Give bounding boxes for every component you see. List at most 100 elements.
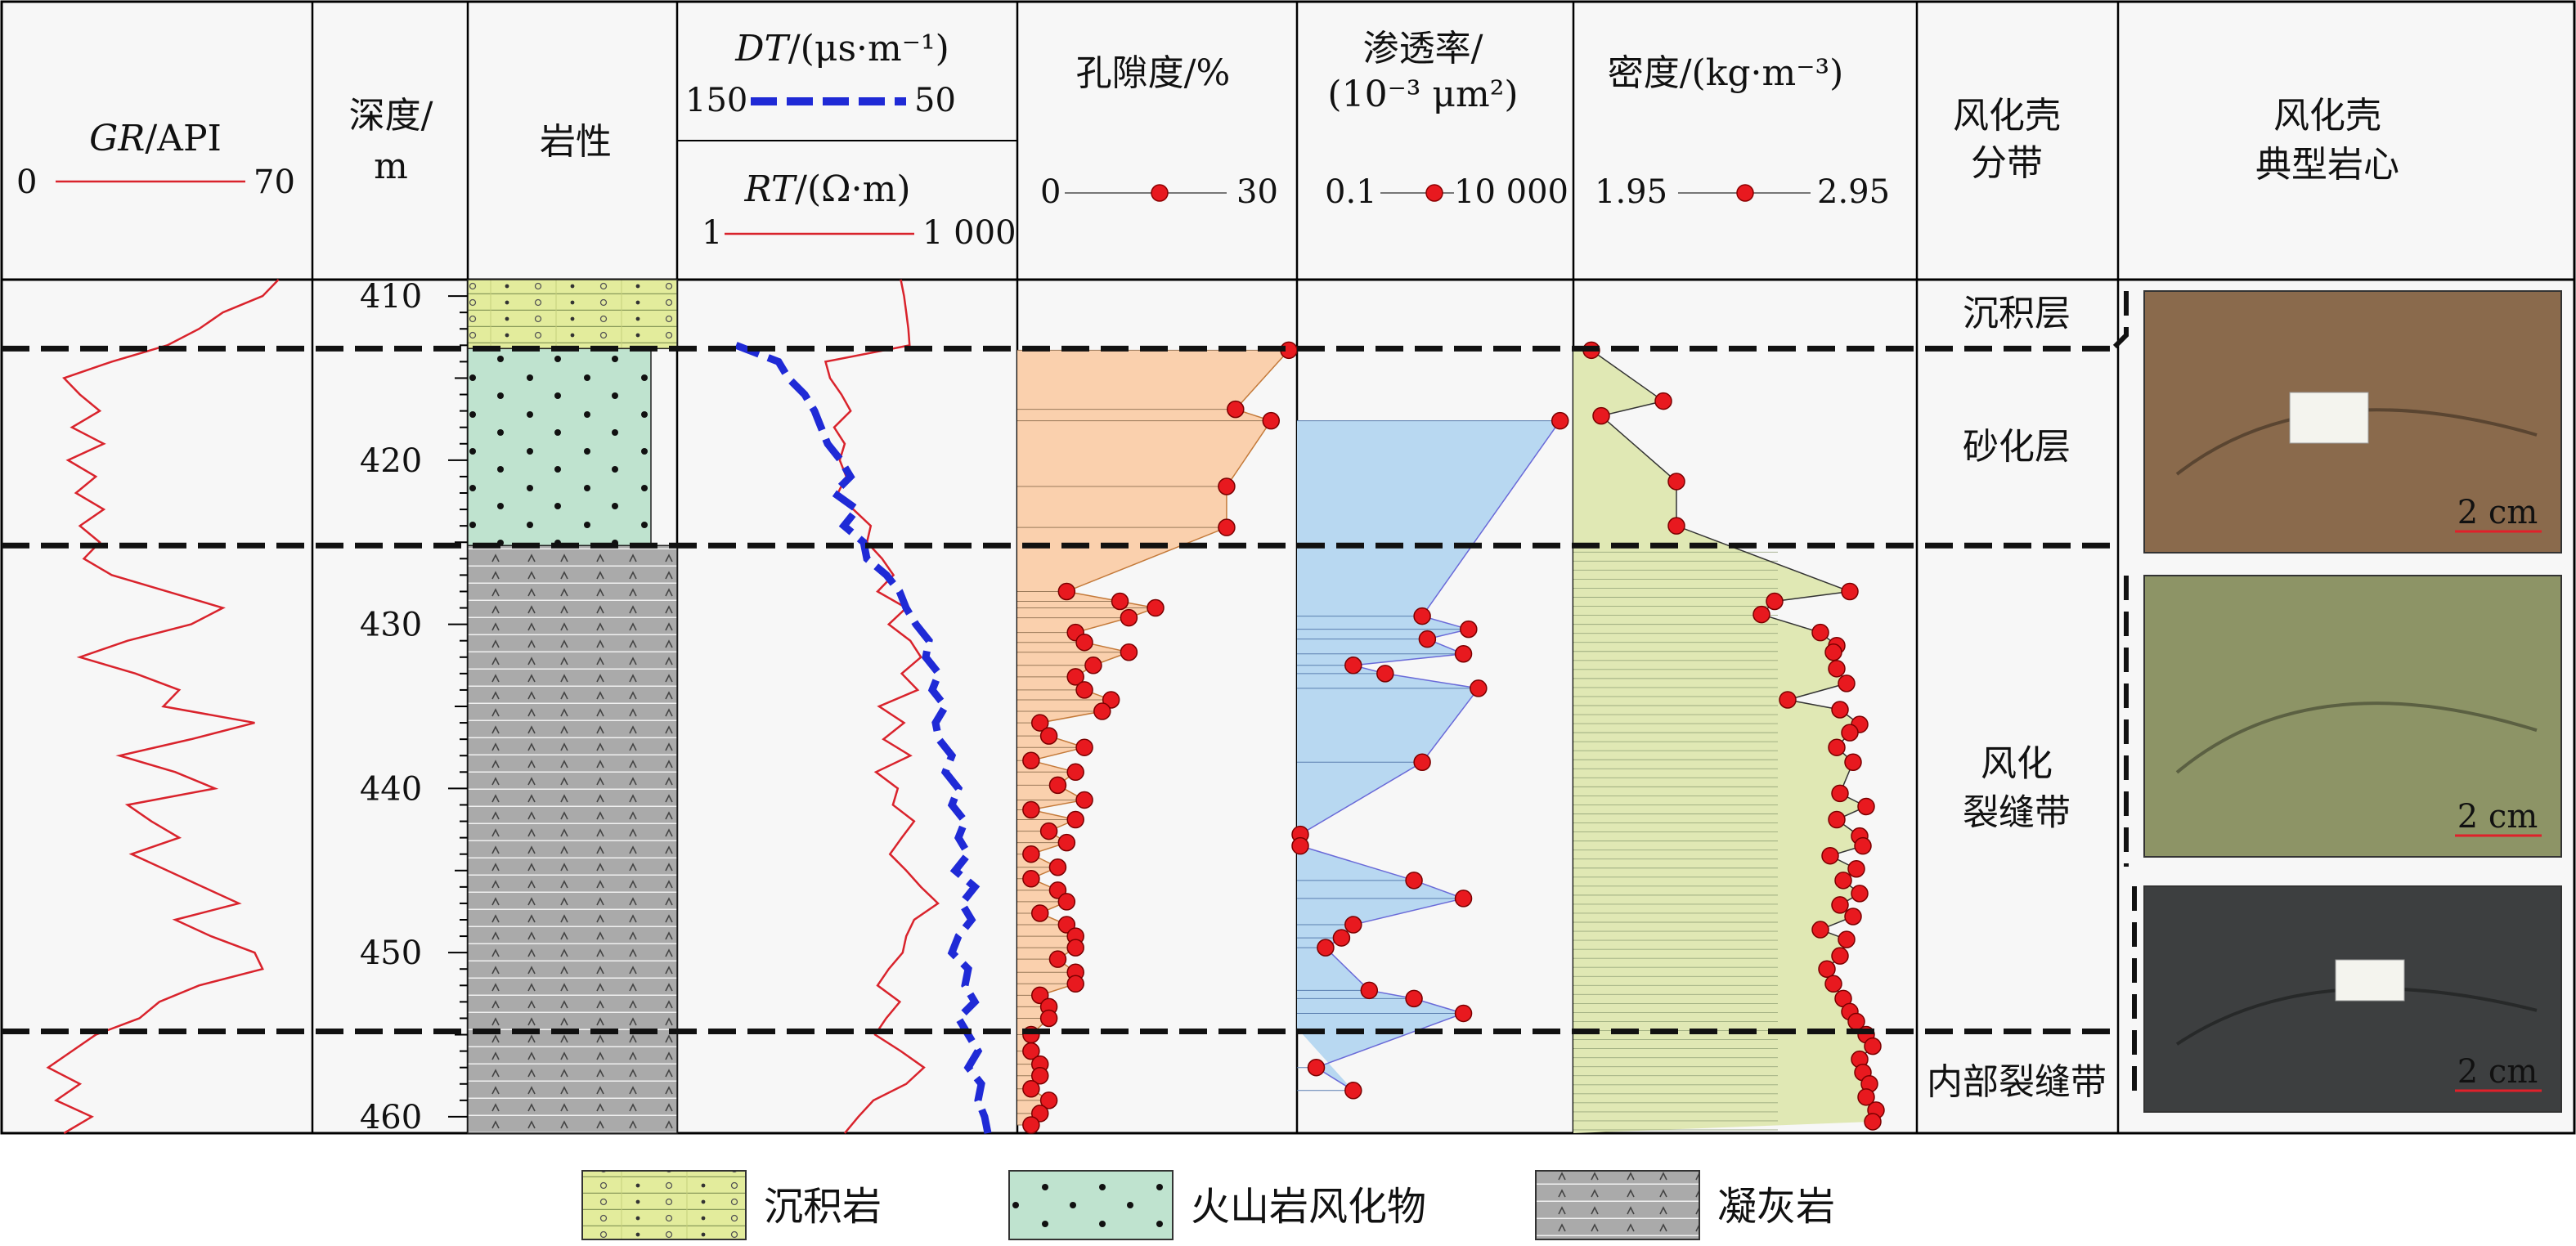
density-point: [1864, 1113, 1882, 1131]
zone-label-3: 风化: [1981, 742, 2053, 784]
porosity-point: [1048, 858, 1067, 876]
porosity-point: [1048, 776, 1067, 795]
porosity-point: [1048, 881, 1067, 899]
core-tag-1: [2289, 392, 2369, 444]
permeability-point: [1332, 929, 1351, 947]
rt-left: 1: [702, 214, 722, 252]
density-point: [1851, 885, 1869, 903]
porosity-point: [1022, 870, 1040, 888]
permeability-point: [1460, 620, 1478, 639]
legend-swatch-2: [1008, 1170, 1174, 1240]
rt-unit: /(Ω·m): [795, 168, 910, 210]
core-fracture-2: [2175, 701, 2538, 774]
density-header: 密度/(kg·m⁻³): [1608, 52, 1844, 94]
porosity-point: [1102, 691, 1120, 709]
permeability-point: [1418, 630, 1437, 648]
dt-name: DT: [734, 28, 791, 69]
legend-label-2: 火山岩风化物: [1191, 1184, 1426, 1230]
density-point: [1857, 1088, 1875, 1106]
depth-axis: 410 420 430 440 450 460: [360, 278, 468, 1136]
zones-header-line1: 风化壳: [1953, 95, 2061, 137]
density-point: [1818, 960, 1836, 978]
porosity-point: [1066, 810, 1084, 829]
permeability-point: [1344, 1082, 1362, 1100]
panel-border: [0, 0, 2576, 1135]
porosity-point: [1039, 727, 1058, 745]
permeability-point: [1307, 1058, 1326, 1077]
permeability-header-line1: 渗透率/: [1363, 28, 1483, 69]
density-point: [1824, 975, 1842, 993]
porosity-point: [1048, 950, 1067, 968]
porosity-point: [1111, 592, 1129, 611]
porosity-point: [1022, 1116, 1040, 1134]
permeability-point: [1413, 753, 1431, 772]
porosity-point: [1022, 751, 1040, 770]
porosity-point: [1084, 657, 1102, 675]
legend-swatch-3: [1535, 1170, 1700, 1240]
porosity-max: 30: [1236, 173, 1278, 211]
porosity-point: [1022, 800, 1040, 819]
zone-label-2: 砂化层: [1963, 426, 2071, 468]
density-track: [1573, 341, 1885, 1133]
core-photos: 2 cm 2 cm 2 cm: [2112, 290, 2562, 1113]
porosity-point: [1227, 400, 1245, 419]
gr-curve: [46, 279, 280, 1135]
porosity-min: 0: [1040, 173, 1061, 211]
depth-header-line2: m: [374, 146, 408, 187]
density-point: [1667, 473, 1685, 491]
core-scale-label-3: 2 cm: [2457, 1053, 2538, 1091]
density-point: [1766, 592, 1784, 611]
permeability-fill: [1297, 420, 1560, 1091]
core-tag-2: [2335, 959, 2405, 1002]
density-point: [1821, 846, 1839, 865]
porosity-point: [1075, 791, 1093, 809]
porosity-point: [1075, 681, 1093, 699]
porosity-point: [1066, 939, 1084, 957]
gr-header: GR/API: [89, 118, 222, 159]
depth-label-410: 410: [360, 278, 422, 316]
permeability-point: [1405, 872, 1423, 890]
porosity-point: [1075, 738, 1093, 756]
core-fracture-3: [2175, 987, 2538, 1046]
permeability-point: [1360, 981, 1379, 1000]
lithology-header: 岩性: [540, 121, 612, 163]
permeability-point: [1291, 836, 1309, 855]
permeability-point: [1454, 645, 1473, 663]
core-scale-label-1: 2 cm: [2457, 494, 2538, 531]
zone-label-4: 内部裂缝带: [1927, 1061, 2107, 1103]
panel-grid: [0, 0, 2576, 1135]
depth-label-420: 420: [360, 442, 422, 480]
porosity-point: [1022, 1080, 1040, 1098]
porosity-point: [1066, 668, 1084, 686]
porosity-point: [1066, 975, 1084, 993]
permeability-header-marker: [1425, 184, 1443, 202]
porosity-point: [1218, 477, 1236, 495]
rt-curve: [824, 279, 940, 1134]
density-point: [1811, 921, 1829, 939]
density-min: 1.95: [1595, 173, 1667, 211]
density-point: [1841, 724, 1859, 742]
depth-label-430: 430: [360, 607, 422, 644]
density-point: [1824, 643, 1842, 661]
dt-header: DT/(μs·m⁻¹): [734, 28, 949, 69]
depth-label-450: 450: [360, 934, 422, 972]
density-point: [1828, 810, 1846, 829]
density-point: [1847, 860, 1865, 878]
porosity-point: [1057, 833, 1076, 852]
legend-label-3: 凝灰岩: [1717, 1184, 1835, 1230]
density-point: [1831, 701, 1849, 719]
porosity-header-marker: [1151, 184, 1169, 202]
permeability-point: [1470, 679, 1488, 697]
porosity-point: [1218, 518, 1236, 536]
lithology-interval-3: [467, 545, 678, 1134]
density-point: [1831, 896, 1849, 914]
density-point: [1854, 836, 1872, 855]
porosity-point: [1120, 608, 1138, 627]
density-point: [1838, 930, 1856, 948]
zones-header-line2: 分带: [1971, 142, 2043, 184]
density-point: [1831, 947, 1849, 965]
porosity-point: [1030, 904, 1049, 922]
density-point: [1779, 691, 1797, 709]
rt-name: RT: [743, 168, 797, 210]
